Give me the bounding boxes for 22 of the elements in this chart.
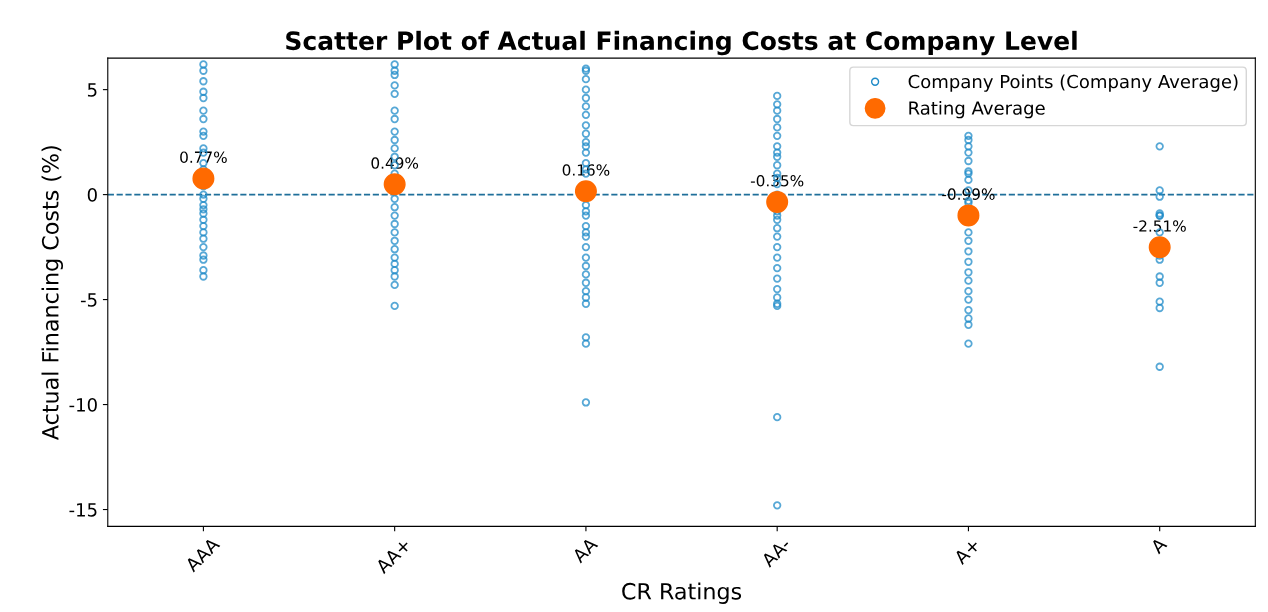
- x-tick-label: AA: [571, 536, 599, 564]
- point: [1148, 236, 1171, 259]
- y-axis-title: Actual Financing Costs (%): [41, 146, 64, 441]
- x-axis-title: CR Ratings: [622, 582, 742, 604]
- y-tick-label: 0: [87, 188, 97, 202]
- point: [383, 173, 406, 196]
- data-label: -2.51%: [1133, 220, 1186, 232]
- point: [574, 180, 597, 203]
- data-label: 0.77%: [180, 151, 227, 163]
- point: [957, 204, 980, 227]
- legend-label: Company Points (Company Average): [908, 74, 1238, 92]
- x-tick-label: A: [1149, 536, 1168, 555]
- y-tick-label: -15: [69, 503, 97, 517]
- point: [766, 190, 789, 213]
- y-tick-label: -5: [80, 293, 97, 307]
- y-tick-label: -10: [69, 398, 97, 412]
- point: [192, 167, 215, 190]
- legend-label: Rating Average: [909, 100, 1045, 119]
- x-tick-label: AA-: [760, 537, 792, 568]
- y-tick-label: 5: [87, 83, 97, 97]
- chart-title: Scatter Plot of Actual Financing Costs at Company Level: [286, 30, 1077, 56]
- x-tick-label: A+: [953, 537, 981, 566]
